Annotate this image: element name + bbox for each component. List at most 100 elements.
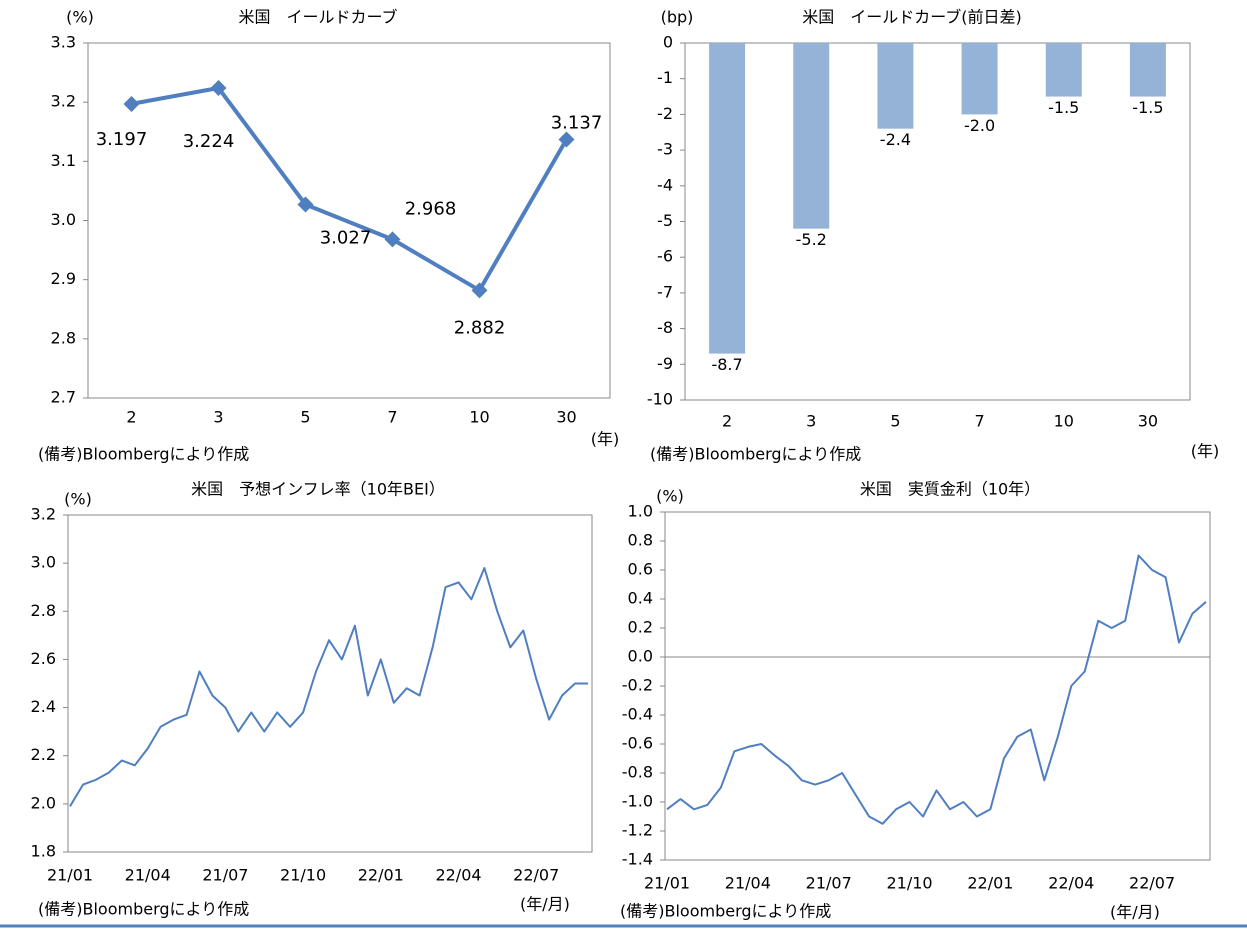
y-tick-label: 0: [663, 33, 673, 52]
y-tick-label: -2: [657, 104, 673, 123]
y-tick-label: 2.4: [31, 697, 56, 716]
x-tick-label: 5: [300, 408, 310, 427]
x-tick-label: 22/07: [513, 866, 559, 885]
bar: [709, 43, 746, 354]
bar: [1045, 43, 1082, 97]
y-unit: (%): [64, 490, 92, 509]
y-tick-label: -8: [657, 318, 673, 337]
source-note: (備考)Bloombergにより作成: [650, 445, 861, 464]
x-unit: (年): [591, 430, 620, 449]
x-tick-label: 21/01: [644, 874, 690, 893]
x-tick-label: 21/10: [280, 866, 326, 885]
x-tick-label: 7: [974, 412, 984, 431]
y-unit: (bp): [661, 8, 694, 27]
x-tick-label: 22/01: [358, 866, 404, 885]
x-tick-label: 5: [890, 412, 900, 431]
value-label: -2.4: [880, 130, 911, 149]
y-tick-label: -10: [647, 390, 673, 409]
y-tick-label: 2.6: [31, 649, 56, 668]
y-tick-label: -0.6: [622, 734, 653, 753]
chart-title: 米国 イールドカーブ(前日差): [802, 8, 1022, 27]
y-tick-label: -3: [657, 140, 673, 159]
y-tick-label: -9: [657, 354, 673, 373]
marker: [384, 231, 401, 248]
y-tick-label: 0.6: [628, 560, 653, 579]
x-tick-label: 3: [806, 412, 816, 431]
x-tick-label: 21/07: [806, 874, 852, 893]
x-tick-label: 21/04: [125, 866, 171, 885]
x-tick-label: 21/10: [886, 874, 932, 893]
y-tick-label: -1: [657, 68, 673, 87]
y-tick-label: 2.7: [51, 388, 76, 407]
x-tick-label: 30: [1138, 412, 1158, 431]
x-tick-label: 30: [556, 408, 576, 427]
y-tick-label: 0.4: [628, 589, 653, 608]
bar: [1129, 43, 1166, 97]
source-note: (備考)Bloombergにより作成: [38, 445, 249, 464]
y-unit: (%): [66, 8, 94, 27]
value-label: 2.882: [454, 317, 506, 338]
y-tick-label: -5: [657, 211, 673, 230]
marker: [123, 95, 140, 112]
plot-frame: [664, 511, 1211, 861]
y-unit: (%): [656, 487, 684, 506]
x-tick-label: 22/04: [435, 866, 481, 885]
y-tick-label: 0.0: [628, 647, 653, 666]
value-label: -5.2: [796, 230, 827, 249]
y-tick-label: 3.2: [51, 92, 76, 111]
marker: [297, 196, 314, 213]
line: [131, 86, 569, 293]
x-tick-label: 22/04: [1048, 874, 1094, 893]
value-label: -2.0: [964, 116, 995, 135]
y-tick-label: 3.0: [51, 210, 76, 229]
y-tick-label: -1.2: [622, 821, 653, 840]
x-tick-label: 10: [469, 408, 489, 427]
y-tick-label: -1.4: [622, 850, 653, 869]
y-tick-label: 0.2: [628, 618, 653, 637]
chart-title: 米国 予想インフレ率（10年BEI）: [191, 480, 445, 499]
bar: [877, 43, 914, 129]
y-tick-label: 2.0: [31, 793, 56, 812]
bar: [961, 43, 998, 115]
x-tick-label: 10: [1054, 412, 1074, 431]
y-tick-label: 1.0: [628, 502, 653, 521]
x-tick-label: 22/07: [1129, 874, 1175, 893]
y-tick-label: 0.8: [628, 531, 653, 550]
x-unit: (年/月): [520, 895, 570, 914]
y-tick-label: 3.2: [31, 505, 56, 524]
y-tick-label: -4: [657, 175, 673, 194]
value-label: 3.027: [320, 228, 372, 249]
chart-title: 米国 イールドカーブ: [238, 8, 397, 27]
value-label: 2.968: [405, 198, 457, 219]
x-tick-label: 2: [126, 408, 136, 427]
x-tick-label: 3: [213, 408, 223, 427]
marker: [558, 131, 575, 148]
x-tick-label: 22/01: [967, 874, 1013, 893]
y-tick-label: 2.8: [51, 328, 76, 347]
y-tick-label: 2.8: [31, 601, 56, 620]
value-label: 3.197: [96, 129, 148, 150]
y-tick-label: 3.3: [51, 33, 76, 52]
y-tick-label: -0.4: [622, 705, 653, 724]
value-label: -1.5: [1048, 98, 1079, 117]
x-tick-label: 7: [387, 408, 397, 427]
value-label: 3.224: [183, 131, 235, 152]
y-tick-label: -0.8: [622, 763, 653, 782]
source-note: (備考)Bloombergにより作成: [620, 902, 831, 921]
x-tick-label: 2: [722, 412, 732, 431]
y-tick-label: 2.9: [51, 269, 76, 288]
y-tick-label: 1.8: [31, 842, 56, 861]
y-tick-label: -0.2: [622, 676, 653, 695]
plot-frame: [67, 514, 593, 853]
y-tick-label: 3.0: [31, 553, 56, 572]
value-label: -1.5: [1132, 98, 1163, 117]
bar: [793, 43, 830, 229]
value-label: 3.137: [551, 112, 603, 133]
y-tick-label: -7: [657, 282, 673, 301]
x-unit: (年/月): [1110, 903, 1160, 922]
line: [666, 554, 1207, 825]
value-label: -8.7: [711, 355, 742, 374]
plot-frame: [684, 42, 1191, 401]
chart-title: 米国 実質金利（10年）: [860, 480, 1040, 499]
